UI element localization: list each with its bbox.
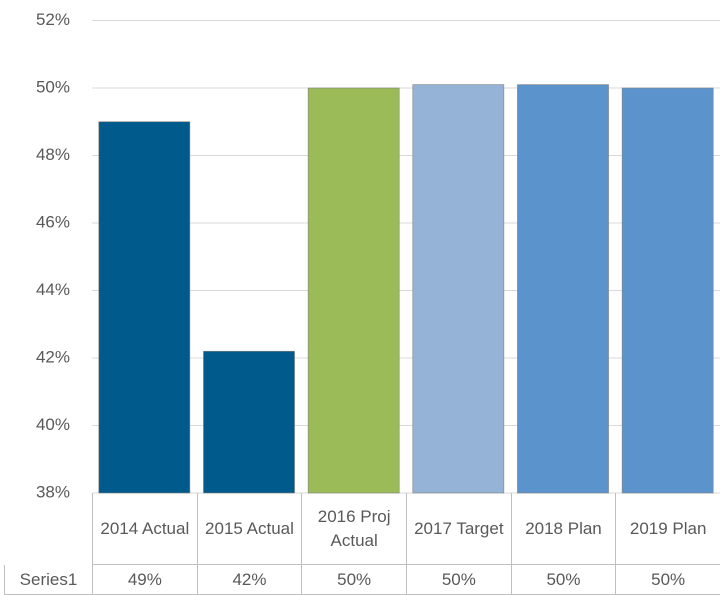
y-tick-label: 46% xyxy=(36,212,70,231)
value-label: 49% xyxy=(92,565,197,595)
x-tick-label: 2017 Target xyxy=(406,493,511,565)
bar xyxy=(98,121,191,494)
y-tick-label: 50% xyxy=(36,77,70,96)
y-tick-label: 48% xyxy=(36,145,70,164)
x-tick-label: 2019 Plan xyxy=(615,493,720,565)
x-tick-label: 2016 Proj Actual xyxy=(301,493,406,565)
value-label: 42% xyxy=(196,565,302,595)
value-label: 50% xyxy=(406,565,511,595)
bar xyxy=(412,84,505,494)
bar xyxy=(621,87,714,494)
value-label: 50% xyxy=(510,565,616,595)
y-tick-label: 52% xyxy=(36,10,70,29)
bar xyxy=(203,350,295,494)
x-tick-label: 2015 Actual xyxy=(196,493,302,565)
bar xyxy=(517,84,609,494)
value-label: 50% xyxy=(615,565,720,595)
x-tick-label: 2014 Actual xyxy=(92,493,197,565)
value-label: 50% xyxy=(301,565,406,595)
y-tick-label: 40% xyxy=(36,415,70,434)
bar xyxy=(307,87,400,494)
y-tick-label: 42% xyxy=(36,347,70,366)
y-tick-label: 44% xyxy=(36,280,70,299)
x-tick-label: 2018 Plan xyxy=(510,493,616,565)
legend-label: Series1 xyxy=(4,565,92,595)
y-tick-label: 38% xyxy=(36,482,70,501)
